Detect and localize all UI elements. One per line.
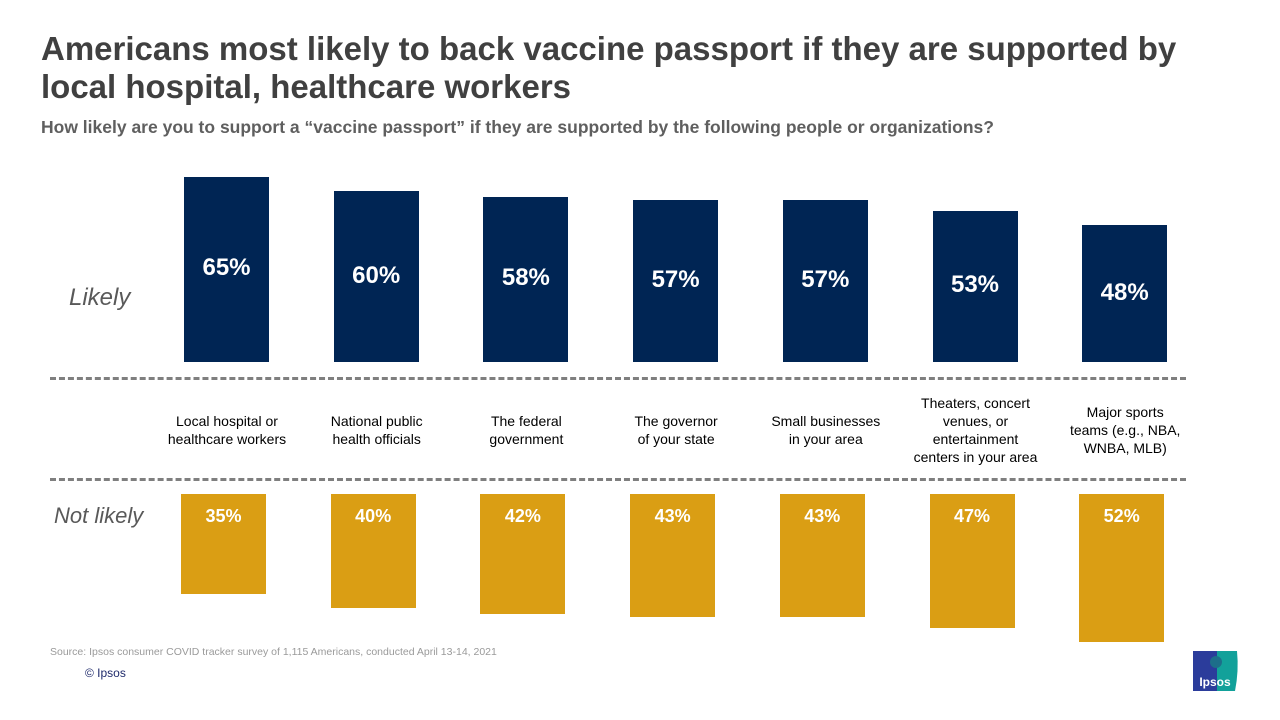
bar-likely bbox=[184, 176, 269, 362]
bar-not-likely bbox=[480, 494, 566, 614]
value-label-likely: 57% bbox=[801, 265, 850, 293]
category-label: Theaters, concert venues, or entertainme… bbox=[913, 395, 1038, 465]
value-label-not-likely: 35% bbox=[205, 506, 242, 526]
series-label-not-likely: Not likely bbox=[54, 503, 144, 528]
value-label-likely: 60% bbox=[352, 261, 401, 289]
bar-likely bbox=[333, 191, 419, 362]
value-label-not-likely: 42% bbox=[504, 506, 541, 526]
bar-not-likely bbox=[330, 494, 416, 608]
value-label-not-likely: 40% bbox=[355, 506, 392, 526]
svg-text:Ipsos: Ipsos bbox=[1199, 675, 1231, 689]
value-label-not-likely: 52% bbox=[1103, 506, 1140, 526]
category-label: The federal government bbox=[489, 413, 564, 447]
category-label: Small businesses in your area bbox=[771, 413, 881, 447]
category-label: The governor of your state bbox=[634, 413, 718, 447]
value-label-not-likely: 43% bbox=[654, 506, 691, 526]
divider-top bbox=[50, 377, 1186, 380]
value-label-likely: 53% bbox=[950, 271, 1000, 299]
bar-likely bbox=[782, 199, 868, 362]
category-label: National public health officials bbox=[330, 413, 423, 447]
category-label: Local hospital or healthcare workers bbox=[167, 413, 287, 447]
chart-subtitle: How likely are you to support a “vaccine… bbox=[41, 117, 994, 137]
bar-not-likely bbox=[929, 494, 1015, 628]
value-label-likely: 48% bbox=[1100, 278, 1149, 306]
source-note: Source: Ipsos consumer COVID tracker sur… bbox=[50, 646, 497, 658]
category-label: Major sports teams (e.g., NBA, WNBA, MLB… bbox=[1069, 404, 1181, 456]
value-label-likely: 57% bbox=[651, 265, 700, 293]
bar-likely bbox=[633, 199, 719, 362]
value-label-likely: 65% bbox=[202, 254, 251, 282]
bar-not-likely bbox=[630, 494, 716, 617]
bar-not-likely bbox=[181, 494, 266, 594]
value-label-likely: 58% bbox=[501, 264, 550, 292]
bar-likely bbox=[1082, 225, 1168, 362]
value-label-not-likely: 47% bbox=[953, 506, 991, 526]
bar-likely bbox=[932, 210, 1018, 362]
bar-likely bbox=[483, 196, 569, 362]
chart-title: Americans most likely to back vaccine pa… bbox=[41, 30, 1177, 105]
series-label-likely: Likely bbox=[69, 284, 131, 311]
ipsos-logo: Ipsos bbox=[1193, 651, 1238, 691]
bar-not-likely bbox=[1079, 494, 1165, 643]
bar-not-likely bbox=[779, 494, 865, 617]
divider-bottom bbox=[50, 478, 1186, 481]
copyright: © Ipsos bbox=[85, 666, 126, 680]
value-label-not-likely: 43% bbox=[804, 506, 841, 526]
